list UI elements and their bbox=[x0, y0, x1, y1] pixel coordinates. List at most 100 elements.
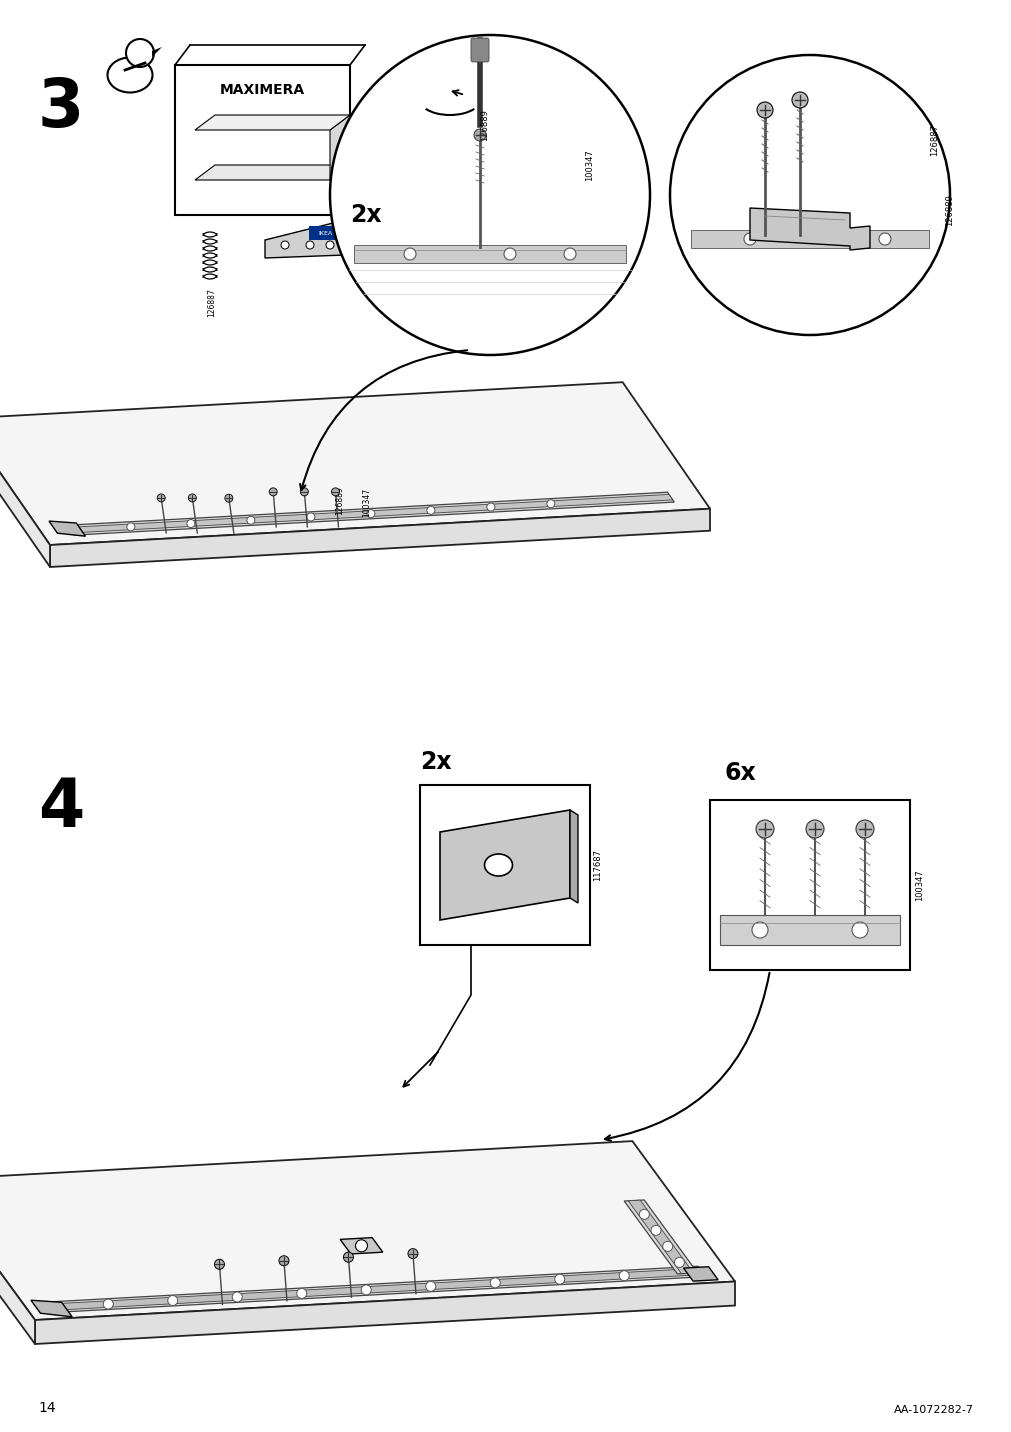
Circle shape bbox=[851, 922, 867, 938]
Polygon shape bbox=[50, 508, 710, 567]
Polygon shape bbox=[682, 1267, 718, 1282]
Circle shape bbox=[326, 241, 334, 249]
Circle shape bbox=[563, 248, 575, 261]
Text: 100347: 100347 bbox=[362, 488, 370, 517]
Circle shape bbox=[168, 1296, 178, 1306]
Circle shape bbox=[187, 520, 195, 527]
Polygon shape bbox=[49, 521, 85, 536]
Circle shape bbox=[157, 494, 165, 501]
Text: 126889: 126889 bbox=[335, 487, 344, 516]
Circle shape bbox=[269, 488, 277, 495]
FancyBboxPatch shape bbox=[175, 64, 350, 215]
Circle shape bbox=[279, 1256, 289, 1266]
Text: 2x: 2x bbox=[420, 750, 451, 775]
Text: MAXIMERA: MAXIMERA bbox=[219, 83, 304, 97]
Text: 6x: 6x bbox=[724, 760, 756, 785]
Ellipse shape bbox=[484, 853, 512, 876]
Circle shape bbox=[427, 507, 435, 514]
Polygon shape bbox=[265, 221, 360, 258]
Text: 126887: 126887 bbox=[929, 125, 938, 156]
Circle shape bbox=[486, 503, 494, 511]
Polygon shape bbox=[53, 1266, 705, 1312]
FancyBboxPatch shape bbox=[420, 785, 589, 945]
Circle shape bbox=[403, 248, 416, 261]
Circle shape bbox=[305, 241, 313, 249]
Text: 117687: 117687 bbox=[592, 849, 602, 881]
Polygon shape bbox=[340, 1237, 382, 1254]
Text: IKEA: IKEA bbox=[317, 231, 332, 235]
Circle shape bbox=[126, 39, 154, 67]
Polygon shape bbox=[624, 1200, 697, 1274]
Circle shape bbox=[355, 1240, 367, 1252]
Text: 126889: 126889 bbox=[944, 195, 953, 226]
Circle shape bbox=[126, 523, 134, 531]
Polygon shape bbox=[69, 494, 672, 533]
Polygon shape bbox=[0, 1141, 734, 1320]
Circle shape bbox=[743, 233, 755, 245]
Circle shape bbox=[232, 1292, 242, 1302]
Circle shape bbox=[833, 233, 845, 245]
Circle shape bbox=[673, 1257, 683, 1267]
Polygon shape bbox=[35, 1282, 734, 1345]
Circle shape bbox=[426, 1282, 436, 1292]
FancyBboxPatch shape bbox=[470, 39, 488, 62]
Circle shape bbox=[367, 510, 374, 517]
Text: 2x: 2x bbox=[350, 203, 381, 228]
Polygon shape bbox=[0, 418, 50, 567]
Circle shape bbox=[489, 1277, 499, 1287]
Circle shape bbox=[247, 517, 255, 524]
Circle shape bbox=[407, 1249, 418, 1259]
Circle shape bbox=[855, 821, 874, 838]
Polygon shape bbox=[330, 115, 350, 180]
Polygon shape bbox=[31, 1300, 72, 1317]
Text: 126889: 126889 bbox=[480, 109, 489, 140]
Circle shape bbox=[361, 1285, 371, 1295]
Text: 126887: 126887 bbox=[207, 288, 216, 316]
Circle shape bbox=[214, 1259, 224, 1269]
Polygon shape bbox=[152, 47, 162, 57]
Polygon shape bbox=[749, 208, 869, 251]
FancyBboxPatch shape bbox=[308, 226, 341, 241]
Circle shape bbox=[546, 500, 554, 508]
Polygon shape bbox=[55, 1269, 704, 1310]
Circle shape bbox=[473, 129, 485, 140]
Text: 100347: 100347 bbox=[585, 149, 593, 180]
Circle shape bbox=[306, 513, 314, 521]
Circle shape bbox=[662, 1242, 672, 1252]
Circle shape bbox=[103, 1299, 113, 1309]
Polygon shape bbox=[68, 493, 673, 536]
Circle shape bbox=[879, 233, 890, 245]
Circle shape bbox=[330, 34, 649, 355]
Polygon shape bbox=[0, 382, 710, 546]
Circle shape bbox=[332, 488, 339, 495]
Circle shape bbox=[755, 821, 773, 838]
Text: 3: 3 bbox=[38, 74, 84, 140]
Polygon shape bbox=[195, 115, 350, 130]
Circle shape bbox=[756, 102, 772, 117]
Circle shape bbox=[343, 1252, 353, 1262]
Text: 100347: 100347 bbox=[915, 869, 924, 901]
Polygon shape bbox=[440, 811, 569, 919]
Polygon shape bbox=[0, 1180, 35, 1345]
Polygon shape bbox=[569, 811, 577, 904]
Circle shape bbox=[751, 922, 767, 938]
Circle shape bbox=[554, 1274, 564, 1285]
Circle shape bbox=[224, 494, 233, 503]
FancyBboxPatch shape bbox=[710, 800, 909, 969]
Circle shape bbox=[296, 1289, 306, 1299]
Text: 4: 4 bbox=[38, 775, 84, 841]
Text: AA-1072282-7: AA-1072282-7 bbox=[893, 1405, 973, 1415]
Circle shape bbox=[188, 494, 196, 501]
Circle shape bbox=[300, 488, 308, 495]
Circle shape bbox=[619, 1270, 629, 1280]
Circle shape bbox=[669, 54, 949, 335]
Polygon shape bbox=[691, 231, 928, 248]
Polygon shape bbox=[719, 915, 899, 945]
Text: 14: 14 bbox=[38, 1400, 56, 1415]
Circle shape bbox=[281, 241, 289, 249]
Circle shape bbox=[639, 1210, 649, 1219]
Circle shape bbox=[503, 248, 516, 261]
Circle shape bbox=[805, 821, 823, 838]
Polygon shape bbox=[354, 245, 626, 263]
Circle shape bbox=[792, 92, 807, 107]
